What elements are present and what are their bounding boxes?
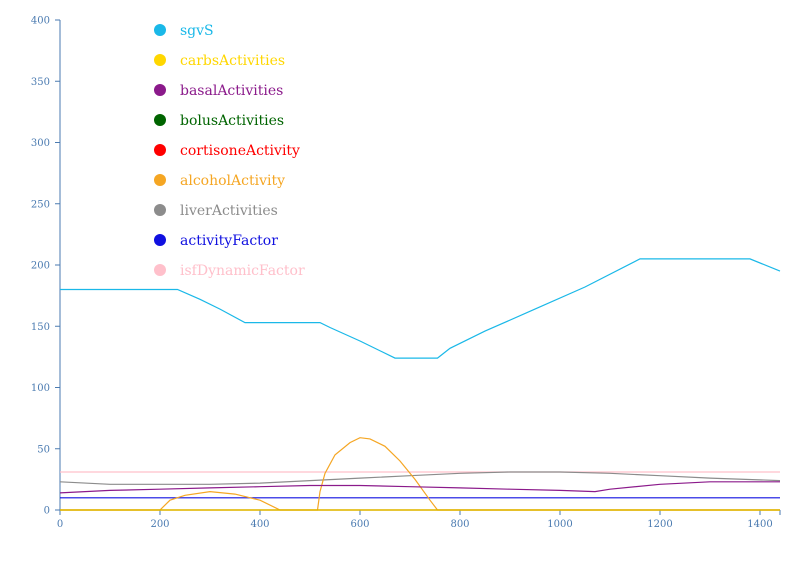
legend-marker xyxy=(154,174,166,186)
y-tick-label: 300 xyxy=(31,138,50,149)
legend-label: sgvS xyxy=(180,23,214,39)
series-lines xyxy=(59,258,781,511)
y-tick-label: 150 xyxy=(31,322,50,333)
x-tick-label: 1000 xyxy=(547,519,572,530)
legend-marker xyxy=(154,54,166,66)
series-line-basalActivities xyxy=(59,481,780,494)
y-tick-label: 250 xyxy=(31,199,50,210)
y-tick-label: 50 xyxy=(37,444,50,455)
y-axis: 0 50 100 150 200 250 300 350 400 xyxy=(31,16,61,517)
x-tick-label: 800 xyxy=(450,519,469,530)
x-axis: 0 200 400 600 800 1000 1200 1400 xyxy=(57,509,781,530)
series-line-alcoholActivity xyxy=(60,437,780,511)
x-tick-label: 200 xyxy=(150,519,169,530)
legend-label: cortisoneActivity xyxy=(180,143,300,159)
legend-marker xyxy=(154,144,166,156)
y-tick-label: 100 xyxy=(31,383,50,394)
legend-marker xyxy=(154,234,166,246)
legend-label: isfDynamicFactor xyxy=(180,263,305,279)
legend-label: bolusActivities xyxy=(180,113,284,129)
legend-label: liverActivities xyxy=(180,203,278,219)
legend: sgvS carbsActivities basalActivities bolusA… xyxy=(154,23,305,279)
legend-marker xyxy=(154,264,166,276)
x-tick-label: 0 xyxy=(57,519,63,530)
y-tick-label: 400 xyxy=(31,16,50,27)
legend-label: alcoholActivity xyxy=(180,173,285,189)
x-tick-label: 1400 xyxy=(747,519,772,530)
y-tick-label: 200 xyxy=(31,261,50,272)
x-tick-label: 400 xyxy=(250,519,269,530)
series-line-sgvS xyxy=(60,258,781,359)
legend-label: basalActivities xyxy=(180,83,283,99)
legend-marker xyxy=(154,114,166,126)
y-tick-label: 0 xyxy=(44,506,50,517)
y-tick-label: 350 xyxy=(31,77,50,88)
legend-label: carbsActivities xyxy=(180,53,285,69)
legend-marker xyxy=(154,24,166,36)
legend-marker xyxy=(154,84,166,96)
series-line-liverActivities xyxy=(59,471,781,485)
x-tick-label: 1200 xyxy=(647,519,672,530)
legend-label: activityFactor xyxy=(180,233,278,249)
legend-marker xyxy=(154,204,166,216)
x-tick-label: 600 xyxy=(350,519,369,530)
